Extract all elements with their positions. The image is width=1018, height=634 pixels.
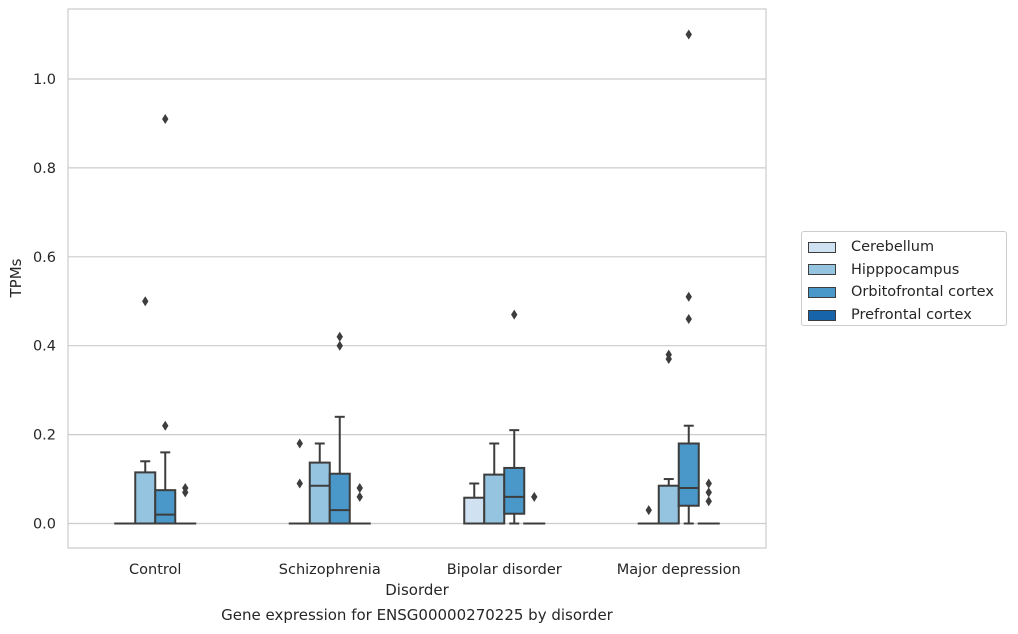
outlier-point — [665, 354, 672, 365]
outlier-point — [296, 438, 303, 449]
legend-label: Hipppocampus — [851, 261, 960, 278]
box-prefrontal-cortex-1 — [348, 482, 371, 525]
box-orbitofrontal-cortex-3 — [677, 29, 700, 525]
outlier-point — [162, 420, 169, 431]
box-body — [483, 473, 506, 525]
box-series — [114, 29, 720, 525]
outlier-point — [705, 496, 712, 507]
y-axis-ticks: 0.0 0.2 0.4 0.6 0.8 1.0 — [33, 72, 56, 533]
outlier-point — [705, 478, 712, 489]
legend-label: Orbitofrontal cortex — [851, 284, 994, 301]
outlier-point — [356, 482, 363, 493]
box-orbitofrontal-cortex-2 — [503, 309, 526, 525]
x-axis-ticks: Control Schizophrenia Bipolar disorder Majo… — [129, 562, 741, 578]
outlier-point — [685, 291, 692, 302]
y-tick-label: 1.0 — [33, 72, 56, 88]
x-tick-label: Control — [129, 562, 181, 578]
x-tick-label: Schizophrenia — [279, 562, 381, 578]
outlier-point — [705, 487, 712, 498]
box-orbitofrontal-cortex-0 — [154, 114, 177, 525]
box-cerebellum-2 — [463, 482, 486, 525]
outlier-point — [685, 314, 692, 325]
box-hipppocampus-2 — [483, 442, 506, 525]
figure-caption: Gene expression for ENSG00000270225 by d… — [221, 606, 613, 624]
box-prefrontal-cortex-3 — [697, 478, 720, 525]
legend-item: Orbitofrontal cortex — [808, 281, 1006, 304]
box-body — [463, 496, 486, 525]
y-tick-label: 0.2 — [33, 428, 56, 444]
box-body — [657, 484, 680, 525]
grid-lines — [68, 78, 766, 525]
y-tick-label: 0.4 — [33, 339, 56, 355]
box-body — [503, 466, 526, 515]
outlier-point — [685, 29, 692, 40]
box-hipppocampus-0 — [134, 296, 157, 525]
y-tick-label: 0.8 — [33, 161, 56, 177]
outlier-point — [336, 340, 343, 351]
legend: Cerebellum Hipppocampus Orbitofrontal cort… — [801, 231, 1007, 326]
x-axis-label: Disorder — [385, 581, 449, 599]
outlier-point — [142, 296, 149, 307]
legend-item: Cerebellum — [808, 236, 1006, 259]
legend-item: Prefrontal cortex — [808, 304, 1006, 327]
outlier-point — [645, 505, 652, 516]
outlier-point — [511, 309, 518, 320]
x-tick-label: Bipolar disorder — [447, 562, 562, 578]
box-cerebellum-3 — [637, 505, 660, 525]
legend-swatch — [808, 264, 836, 276]
outlier-point — [531, 491, 538, 502]
legend-item: Hipppocampus — [808, 259, 1006, 282]
legend-swatch — [808, 241, 836, 253]
x-tick-label: Major depression — [617, 562, 741, 578]
outlier-point — [296, 478, 303, 489]
box-body — [154, 489, 177, 525]
box-body — [677, 442, 700, 507]
outlier-point — [182, 487, 189, 498]
outlier-point — [336, 331, 343, 342]
outlier-point — [356, 491, 363, 502]
legend-label: Prefrontal cortex — [851, 307, 972, 324]
box-prefrontal-cortex-2 — [523, 491, 546, 525]
y-tick-label: 0.0 — [33, 517, 56, 533]
y-axis-label: TPMs — [7, 258, 25, 298]
box-hipppocampus-3 — [657, 349, 680, 525]
legend-swatch — [808, 309, 836, 321]
outlier-point — [162, 114, 169, 125]
box-prefrontal-cortex-0 — [174, 482, 197, 525]
legend-label: Cerebellum — [851, 239, 935, 256]
box-orbitofrontal-cortex-1 — [328, 331, 351, 525]
box-hipppocampus-1 — [308, 442, 331, 525]
box-body — [328, 472, 351, 525]
box-body — [134, 471, 157, 525]
box-cerebellum-1 — [288, 438, 311, 525]
legend-swatch — [808, 286, 836, 298]
box-body — [308, 461, 331, 525]
y-tick-label: 0.6 — [33, 250, 56, 266]
plot-frame — [67, 8, 767, 549]
